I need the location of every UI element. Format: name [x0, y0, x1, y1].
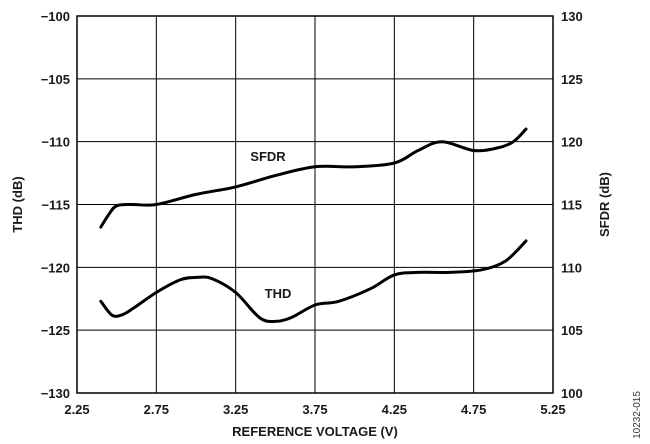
y-tick-label-left: −125 — [41, 323, 70, 338]
y-tick-label-left: −130 — [41, 386, 70, 401]
y-tick-label-right: 120 — [561, 135, 583, 150]
y-tick-label-left: −120 — [41, 260, 70, 275]
y-axis-title-left: THD (dB) — [10, 176, 25, 232]
plot-frame — [76, 15, 554, 394]
x-tick-label: 3.75 — [302, 402, 327, 417]
y-tick-label-left: −110 — [41, 135, 70, 150]
x-tick-label: 4.75 — [461, 402, 486, 417]
x-tick-label: 3.25 — [223, 402, 248, 417]
y-tick-label-right: 105 — [561, 323, 583, 338]
series-layer: SFDR THD — [99, 127, 528, 323]
sfdr-series-label: SFDR — [250, 149, 286, 164]
y-tick-label-right: 110 — [561, 260, 582, 275]
y-tick-label-right: 115 — [561, 198, 582, 213]
y-tick-label-right: 100 — [561, 386, 583, 401]
x-axis-title: REFERENCE VOLTAGE (V) — [232, 424, 398, 439]
figure-id: 10232-015 — [632, 391, 643, 439]
y-tick-label-right: 130 — [561, 9, 583, 24]
grid — [77, 16, 553, 393]
x-tick-label: 2.25 — [64, 402, 89, 417]
x-tick-label: 2.75 — [144, 402, 169, 417]
y-tick-label-right: 125 — [561, 72, 583, 87]
y-tick-label-left: −105 — [41, 72, 70, 87]
tick-labels: 2.25 2.75 3.25 3.75 4.25 4.75 5.25 −130 −125 −120… — [41, 9, 583, 417]
y-tick-label-left: −100 — [41, 9, 70, 24]
y-axis-title-right: SFDR (dB) — [597, 172, 612, 237]
sfdr-line — [99, 127, 528, 229]
y-tick-label-left: −115 — [41, 198, 70, 213]
x-tick-label: 5.25 — [540, 402, 565, 417]
x-tick-label: 4.25 — [382, 402, 407, 417]
thd-series-label: THD — [265, 286, 292, 301]
thd-line — [99, 239, 528, 323]
